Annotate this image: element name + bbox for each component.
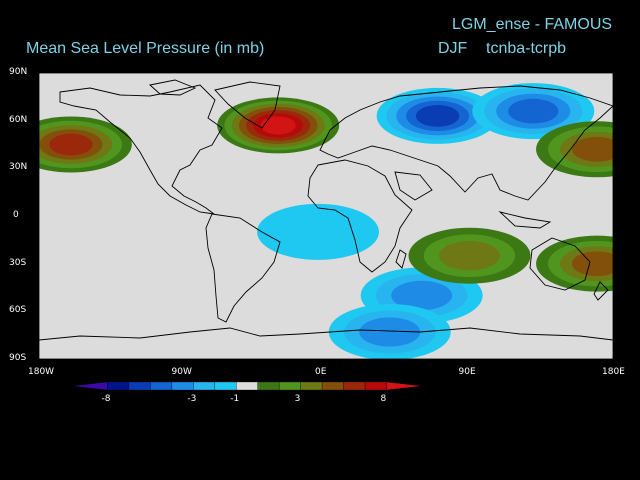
colorbar-tick-label: 8 [380, 394, 387, 404]
colorbar-bin [343, 381, 366, 391]
coastline-madagascar [395, 249, 407, 269]
lon-tick-label: 180W [28, 367, 55, 377]
anomaly-2 [376, 87, 499, 144]
coastline-south-america [205, 213, 281, 323]
colorbar-tick-label: 3 [294, 394, 301, 404]
coastline-antarctica [39, 327, 613, 341]
coastlines [39, 79, 613, 341]
colorbar-bin [150, 381, 173, 391]
comparison-label: tcnba-tcrpb [486, 40, 567, 57]
colorbar-bin [364, 381, 387, 391]
coastline-indonesia [498, 211, 552, 229]
colorbar [71, 381, 423, 391]
lat-tick-label: 60N [9, 114, 28, 125]
coastline-greenland [214, 81, 281, 129]
contour-level [415, 105, 460, 127]
contour-level [391, 280, 453, 311]
colorbar-bin [128, 381, 151, 391]
contour-level [571, 136, 613, 162]
colorbar-tick-label: -8 [101, 394, 111, 404]
lat-tick-label: 90N [9, 67, 28, 77]
lon-tick-label: 0E [315, 367, 327, 377]
coastline-north-america [59, 84, 223, 215]
colorbar-bin [300, 381, 323, 391]
season-label: DJF [438, 40, 468, 57]
contour-level [571, 251, 613, 277]
lat-tick-label: 90S [9, 353, 27, 363]
colorbar-bin [257, 381, 280, 391]
colorbar-bin [193, 381, 215, 391]
lon-tick-label: 90E [458, 367, 476, 377]
coastline-arctic-islands [149, 79, 197, 96]
lon-tick-label: 90W [171, 367, 192, 377]
contour-level [359, 317, 421, 347]
anomaly-0 [39, 116, 132, 173]
colorbar-bin [71, 381, 108, 391]
colorbar-bin [171, 381, 194, 391]
colorbar-tick-label: -3 [187, 394, 197, 404]
map-frame [38, 72, 614, 360]
anomaly-8 [408, 227, 531, 284]
coastline-australia [529, 237, 591, 291]
anomaly-7 [328, 303, 451, 359]
lat-tick-label: 30S [9, 257, 27, 268]
contour-level [49, 133, 93, 156]
colorbar-bin [236, 381, 258, 391]
anomaly-1 [217, 97, 340, 154]
lat-tick-label: 30N [9, 162, 28, 173]
lon-tick-label: 180E [602, 367, 625, 377]
lat-tick-label: 60S [9, 305, 27, 316]
colorbar-bin [279, 381, 301, 391]
colorbar-tick-label: -1 [230, 394, 240, 404]
coastline-eurasia [319, 85, 613, 201]
anomaly-6 [257, 203, 380, 260]
colorbar-bin [386, 381, 423, 391]
contour-level [257, 203, 380, 260]
contour-level [439, 241, 500, 271]
contour-level [260, 116, 296, 135]
anomaly-field [39, 83, 613, 359]
experiment-title: LGM_ense - FAMOUS [452, 16, 613, 33]
colorbar-bin [214, 381, 237, 391]
anomaly-9 [536, 235, 613, 292]
contour-level [508, 98, 559, 124]
coastline-new-zealand [593, 281, 609, 301]
coastline-africa [307, 159, 413, 273]
colorbar-bin [107, 381, 130, 391]
coastline-arabia [394, 171, 433, 201]
variable-title: Mean Sea Level Pressure (in mb) [26, 40, 265, 57]
colorbar-bin [321, 381, 344, 391]
lat-tick-label: 0 [13, 210, 19, 220]
anomaly-3 [472, 83, 595, 140]
anomaly-4 [536, 121, 613, 178]
